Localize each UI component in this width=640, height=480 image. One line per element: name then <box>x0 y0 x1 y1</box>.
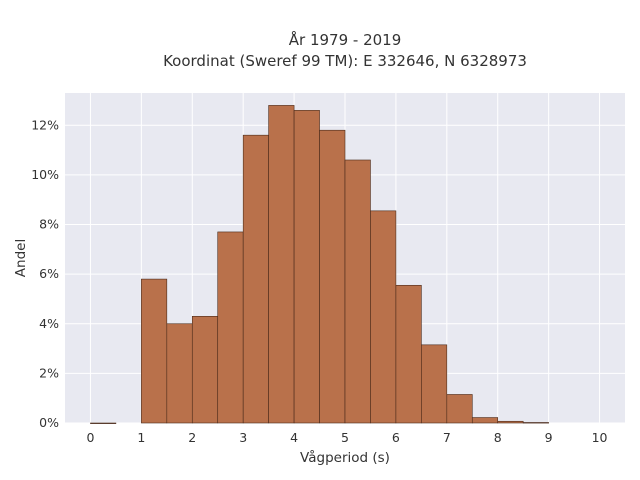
histogram-bar <box>344 159 371 424</box>
y-axis-ticks: 0% 2% 4% 6% 8% 10% 12% <box>31 117 59 430</box>
histogram-bar <box>166 323 193 424</box>
x-tick-label: 3 <box>239 430 247 445</box>
y-tick-label: 12% <box>31 117 59 132</box>
x-tick-label: 5 <box>341 430 349 445</box>
histogram-bar <box>293 110 320 424</box>
y-axis-label: Andel <box>13 239 29 277</box>
x-tick-label: 6 <box>392 430 400 445</box>
y-tick-label: 2% <box>39 365 59 380</box>
chart-title-line-1: År 1979 - 2019 <box>289 30 402 49</box>
x-tick-label: 1 <box>137 430 145 445</box>
histogram-bars <box>90 105 549 424</box>
histogram-bar <box>319 129 346 424</box>
histogram-bar <box>421 344 448 424</box>
x-tick-label: 10 <box>592 430 608 445</box>
histogram-bar <box>217 231 244 424</box>
x-axis-ticks: 0 1 2 3 4 5 6 7 8 9 10 <box>86 430 607 445</box>
histogram-bar <box>141 278 168 424</box>
histogram-bar <box>497 420 524 424</box>
y-tick-label: 8% <box>39 217 59 232</box>
y-tick-label: 6% <box>39 266 59 281</box>
chart-title-line-2: Koordinat (Sweref 99 TM): E 332646, N 63… <box>163 52 527 70</box>
histogram-bar <box>90 422 117 424</box>
x-tick-label: 9 <box>545 430 553 445</box>
histogram-bar <box>370 210 397 424</box>
y-tick-label: 10% <box>31 167 59 182</box>
histogram-bar <box>446 394 473 424</box>
y-tick-label: 4% <box>39 316 59 331</box>
x-tick-label: 0 <box>86 430 94 445</box>
x-tick-label: 7 <box>443 430 451 445</box>
histogram-bar <box>471 417 499 424</box>
histogram-bar <box>268 105 295 424</box>
x-axis-label: Vågperiod (s) <box>300 449 390 466</box>
x-tick-label: 8 <box>494 430 502 445</box>
x-tick-label: 2 <box>188 430 196 445</box>
y-tick-label: 0% <box>39 415 59 430</box>
histogram-bar <box>395 284 422 424</box>
x-tick-label: 4 <box>290 430 298 445</box>
histogram-bar <box>242 134 269 424</box>
histogram-bar <box>522 422 549 424</box>
histogram-bar <box>191 316 219 424</box>
